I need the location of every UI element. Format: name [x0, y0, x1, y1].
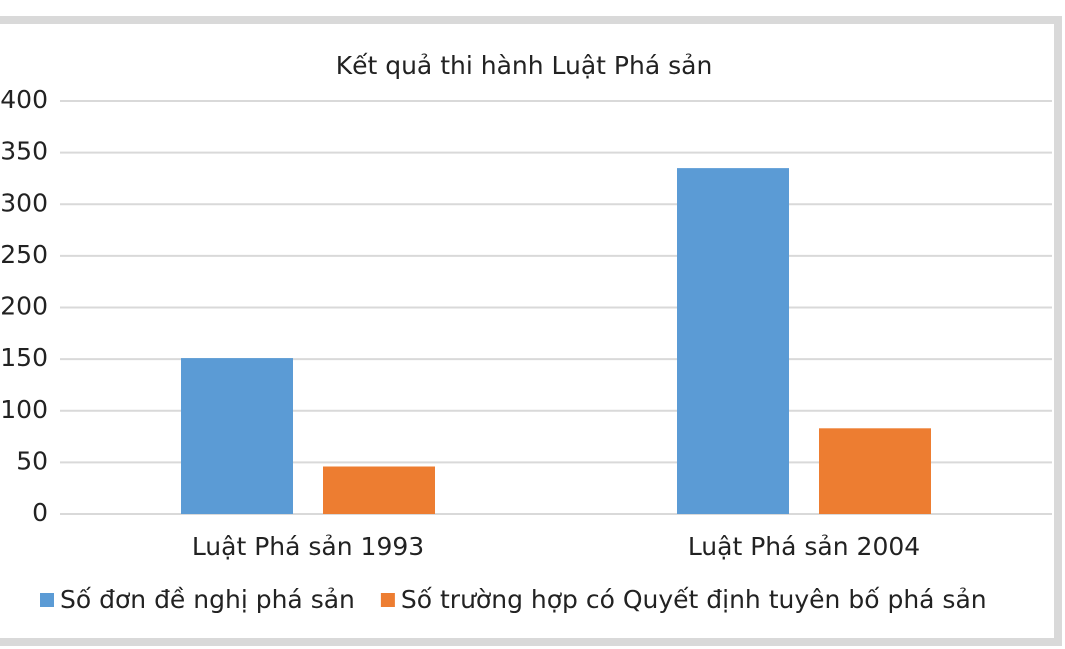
- x-tick-label: Luật Phá sản 1993: [192, 532, 424, 561]
- chart-title: Kết quả thi hành Luật Phá sản: [336, 51, 713, 80]
- bar: [323, 466, 435, 514]
- legend-label: Số đơn đề nghị phá sản: [60, 585, 355, 614]
- y-tick-label: 200: [0, 292, 48, 321]
- chart-frame: [0, 16, 1062, 646]
- y-tick-label: 100: [0, 395, 48, 424]
- y-tick-label: 50: [16, 446, 48, 475]
- y-tick-label: 250: [0, 240, 48, 269]
- y-tick-label: 350: [0, 137, 48, 166]
- x-tick-label: Luật Phá sản 2004: [688, 532, 920, 561]
- legend-label: Số trường hợp có Quyết định tuyên bố phá…: [401, 585, 987, 614]
- y-tick-label: 0: [32, 498, 48, 527]
- bar: [677, 168, 789, 515]
- bar: [181, 358, 293, 514]
- bar: [819, 428, 931, 514]
- legend-swatch: [40, 593, 54, 607]
- y-tick-label: 300: [0, 188, 48, 217]
- y-tick-label: 400: [0, 85, 48, 114]
- y-tick-label: 150: [0, 343, 48, 372]
- legend-swatch: [380, 593, 395, 607]
